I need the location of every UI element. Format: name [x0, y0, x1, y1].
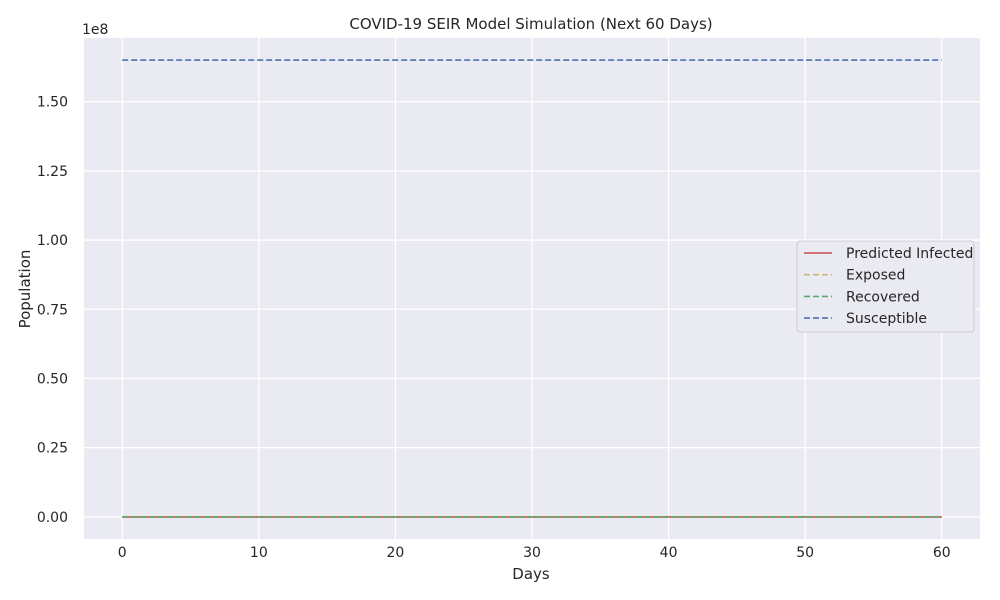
- y-offset-label: 1e8: [82, 22, 108, 38]
- legend: Predicted Infected Exposed Recovered Suscep…: [796, 240, 975, 333]
- x-tick-label: 30: [523, 545, 541, 561]
- legend-label: Exposed: [846, 268, 905, 284]
- y-tick-label: 0.00: [37, 510, 68, 526]
- y-tick-label: 0.25: [37, 441, 68, 457]
- x-tick-label: 20: [387, 545, 405, 561]
- series-lines: [122, 59, 942, 518]
- legend-label: Recovered: [846, 289, 920, 305]
- x-axis-label: Days: [512, 565, 550, 583]
- legend-label: Susceptible: [846, 311, 927, 327]
- legend-label: Predicted Infected: [846, 246, 973, 262]
- x-tick-labels: 0 10 20 30 40 50 60: [118, 545, 951, 561]
- x-tick-label: 10: [250, 545, 268, 561]
- y-axis-label: Population: [16, 250, 34, 329]
- x-tick-label: 60: [933, 545, 951, 561]
- y-tick-label: 0.50: [37, 371, 68, 387]
- chart-title: COVID-19 SEIR Model Simulation (Next 60 …: [349, 15, 712, 33]
- x-tick-label: 40: [660, 545, 678, 561]
- y-tick-label: 1.50: [37, 95, 68, 111]
- legend-box: [796, 240, 975, 333]
- y-tick-label: 0.75: [37, 302, 68, 318]
- x-tick-label: 0: [118, 545, 127, 561]
- y-tick-label: 1.25: [37, 164, 68, 180]
- y-tick-labels: 0.00 0.25 0.50 0.75 1.00 1.25 1.50: [37, 95, 68, 526]
- y-tick-label: 1.00: [37, 233, 68, 249]
- x-tick-label: 50: [796, 545, 814, 561]
